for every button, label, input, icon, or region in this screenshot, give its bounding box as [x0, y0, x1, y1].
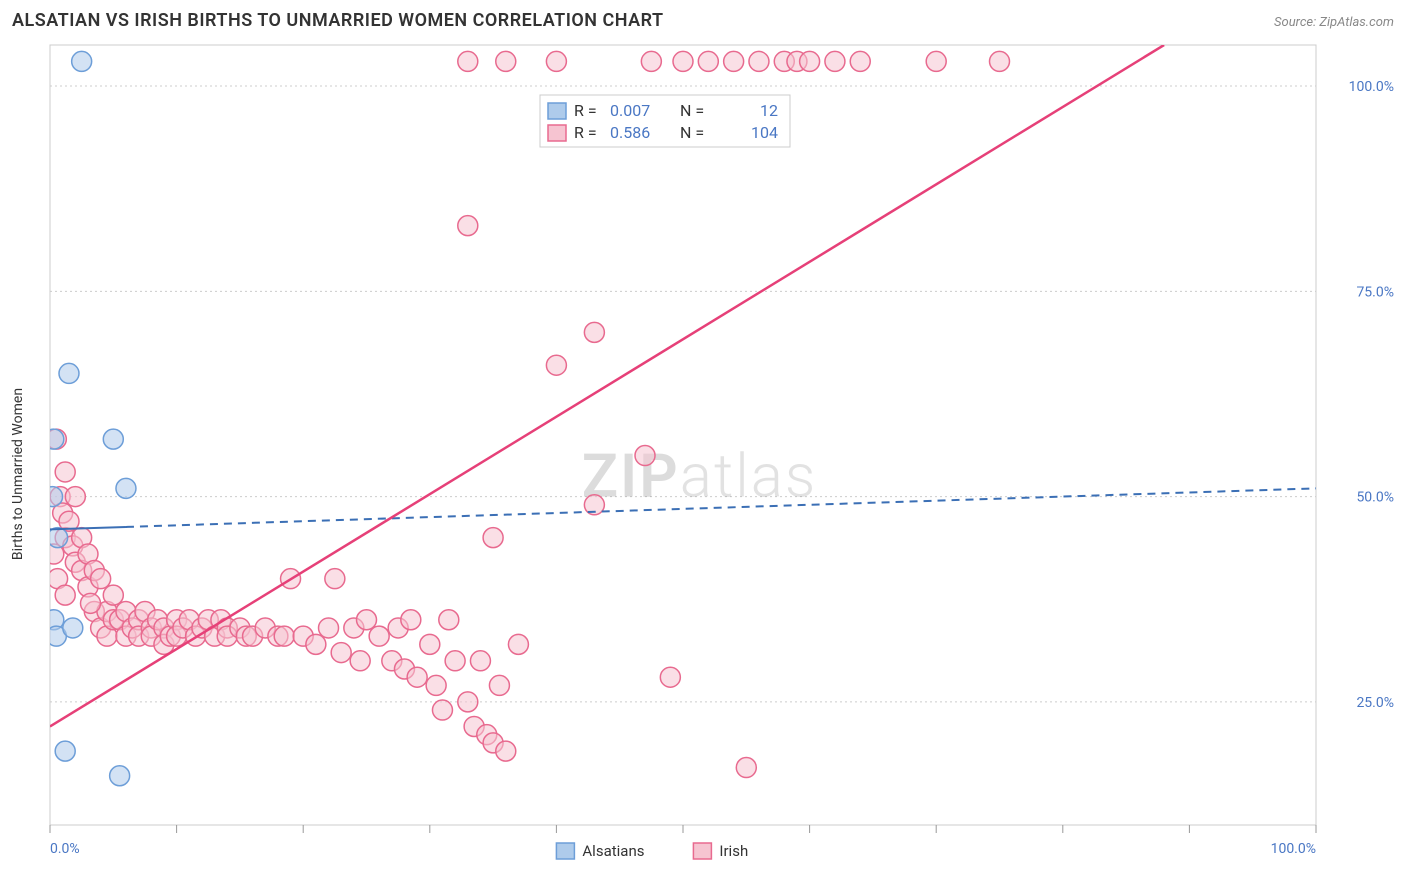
svg-text:N =: N =: [680, 101, 704, 120]
svg-text:R =: R =: [574, 123, 597, 142]
svg-text:0.0%: 0.0%: [50, 841, 80, 857]
svg-text:ZIPatlas: ZIPatlas: [582, 441, 818, 512]
svg-text:0.586: 0.586: [610, 123, 650, 142]
chart-header: ALSATIAN VS IRISH BIRTHS TO UNMARRIED WO…: [0, 0, 1406, 35]
scatter-chart: 25.0% 50.0% 75.0% 100.0% 0.0% 100.0% Births to…: [0, 35, 1406, 885]
svg-text:Irish: Irish: [719, 842, 748, 860]
svg-text:Births to Unmarried Women: Births to Unmarried Women: [10, 388, 26, 560]
svg-text:104: 104: [751, 123, 778, 142]
chart-source: Source: ZipAtlas.com: [1274, 15, 1394, 30]
svg-text:100.0%: 100.0%: [1349, 79, 1394, 95]
svg-text:25.0%: 25.0%: [1356, 695, 1394, 711]
svg-text:0.007: 0.007: [610, 101, 650, 120]
svg-text:N =: N =: [680, 123, 704, 142]
svg-text:Alsatians: Alsatians: [582, 842, 644, 860]
svg-text:50.0%: 50.0%: [1356, 490, 1394, 506]
svg-text:75.0%: 75.0%: [1356, 284, 1394, 300]
svg-text:100.0%: 100.0%: [1271, 841, 1316, 857]
chart-title: ALSATIAN VS IRISH BIRTHS TO UNMARRIED WO…: [12, 10, 664, 31]
svg-text:R =: R =: [574, 101, 597, 120]
chart-container: 25.0% 50.0% 75.0% 100.0% 0.0% 100.0% Births to…: [0, 35, 1406, 885]
svg-text:12: 12: [760, 101, 778, 120]
